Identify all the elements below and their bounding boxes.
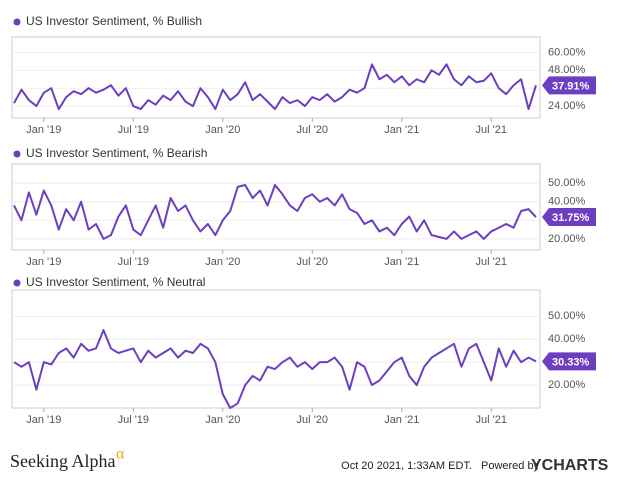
y-tick-label: 60.00% (548, 46, 586, 58)
y-tick-label: 50.00% (548, 177, 586, 189)
chart-title: US Investor Sentiment, % Neutral (26, 275, 205, 289)
series-line (13, 329, 537, 409)
value-badge (542, 76, 596, 95)
value-badge (542, 208, 596, 227)
y-tick-label: 40.00% (548, 333, 586, 345)
value-badge (542, 352, 596, 371)
value-label: 31.75% (552, 212, 590, 224)
x-tick-label: Jan '19 (26, 124, 61, 136)
value-label: 30.33% (552, 356, 590, 368)
x-tick-label: Jan '19 (26, 256, 61, 268)
x-tick-label: Jan '21 (384, 256, 419, 268)
brand-mark: α (116, 446, 125, 463)
timestamp: Oct 20 2021, 1:33AM EDT. (341, 460, 472, 472)
y-tick-label: 50.00% (548, 310, 586, 322)
x-tick-label: Jul '20 (297, 256, 328, 268)
x-tick-label: Jan '19 (26, 414, 61, 426)
legend-dot (13, 279, 21, 287)
legend-dot (13, 18, 21, 26)
y-tick-label: 40.00% (548, 196, 586, 208)
y-tick-label: 20.00% (548, 233, 586, 245)
brand: Seeking Alpha (10, 451, 116, 471)
y-tick-label: 24.00% (548, 100, 586, 112)
x-tick-label: Jul '21 (476, 256, 507, 268)
value-label: 37.91% (552, 80, 590, 92)
x-tick-label: Jul '20 (297, 124, 328, 136)
provider: YCHARTS (531, 457, 609, 474)
plot-frame (11, 163, 541, 251)
x-tick-label: Jan '20 (205, 256, 240, 268)
x-tick-label: Jan '21 (384, 124, 419, 136)
x-tick-label: Jul '19 (118, 414, 149, 426)
series-line (13, 63, 537, 111)
x-tick-label: Jul '19 (118, 124, 149, 136)
x-tick-label: Jan '20 (205, 124, 240, 136)
chart-title: US Investor Sentiment, % Bearish (26, 146, 207, 160)
chart-title: US Investor Sentiment, % Bullish (26, 14, 202, 28)
x-tick-label: Jul '21 (476, 124, 507, 136)
y-tick-label: 48.00% (548, 64, 586, 76)
x-tick-label: Jan '21 (384, 414, 419, 426)
legend-dot (13, 150, 21, 158)
y-tick-label: 20.00% (548, 379, 586, 391)
series-line (13, 184, 537, 240)
powered-by: Powered by (481, 460, 540, 472)
plot-frame (11, 289, 541, 409)
x-tick-label: Jan '20 (205, 414, 240, 426)
x-tick-label: Jul '20 (297, 414, 328, 426)
x-tick-label: Jul '21 (476, 414, 507, 426)
x-tick-label: Jul '19 (118, 256, 149, 268)
